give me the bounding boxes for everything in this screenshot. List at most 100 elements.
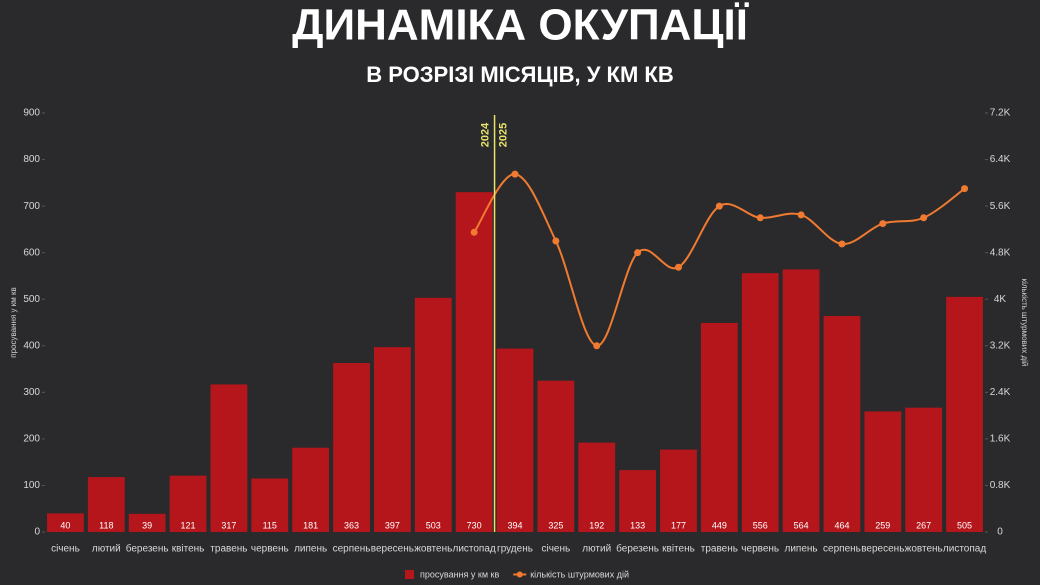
bar	[823, 315, 861, 532]
bar	[169, 475, 207, 532]
data-label: 505	[957, 520, 972, 530]
x-tick-label: жовтень	[414, 544, 452, 555]
x-tick-label: вересень	[371, 544, 414, 555]
line-point	[961, 185, 969, 193]
x-tick-label: березень	[126, 543, 169, 555]
data-label: 325	[548, 520, 563, 530]
data-label: 464	[834, 520, 849, 530]
y-tick-label: 300	[23, 387, 40, 398]
legend-label: кількість штурмових дій	[530, 569, 629, 579]
bar	[47, 513, 84, 532]
bar	[251, 478, 289, 532]
y-tick-label: 800	[23, 154, 40, 165]
x-tick-label: квітень	[172, 544, 205, 555]
y2-tick-label: 4K	[994, 294, 1007, 305]
data-label: 397	[385, 520, 400, 530]
data-label: 40	[60, 520, 70, 530]
legend-swatch	[405, 570, 414, 579]
bar	[374, 347, 411, 532]
data-label: 503	[426, 520, 441, 530]
bar	[660, 449, 697, 532]
data-label: 121	[181, 520, 196, 530]
x-tick-label: серпень	[333, 544, 371, 555]
chart-subtitle: В РОЗРІЗІ МІСЯЦІВ, У КМ КВ	[366, 62, 673, 87]
data-label: 39	[142, 520, 152, 530]
bar	[210, 384, 248, 532]
line	[473, 173, 966, 347]
bar	[87, 477, 125, 532]
data-label: 181	[303, 520, 318, 530]
x-tick-label: жовтень	[905, 544, 943, 555]
data-label: 363	[344, 520, 359, 530]
y2-tick-label: 0	[997, 527, 1003, 538]
y-tick-label: 900	[23, 108, 40, 119]
line-point	[756, 214, 764, 222]
bar	[333, 363, 370, 532]
line-point	[715, 202, 723, 210]
data-label: 564	[794, 520, 809, 530]
x-tick-label: червень	[251, 544, 289, 555]
data-label: 177	[671, 520, 686, 530]
y-tick-label: 0	[34, 527, 40, 538]
data-label: 259	[875, 520, 890, 530]
bar	[578, 442, 616, 532]
y2-tick-label: 3.2K	[990, 340, 1011, 351]
data-label: 133	[630, 520, 645, 530]
bar	[128, 513, 166, 532]
x-tick-label: січень	[51, 544, 80, 555]
bar	[455, 192, 493, 532]
line-point	[879, 220, 887, 228]
data-label: 556	[753, 520, 768, 530]
legend-label: просування у км кв	[420, 569, 499, 579]
year-label: 2025	[497, 123, 509, 147]
data-label: 730	[467, 520, 482, 530]
line-point	[470, 228, 478, 236]
y2-tick-label: 5.6K	[990, 201, 1011, 212]
y-tick-label: 500	[23, 294, 40, 305]
y-tick-label: 600	[23, 247, 40, 258]
y2-tick-label: 2.4K	[990, 387, 1011, 398]
data-label: 118	[99, 520, 113, 530]
bar	[537, 380, 575, 532]
x-tick-label: листопад	[452, 544, 495, 555]
x-tick-label: травень	[701, 544, 738, 555]
line-point	[593, 342, 601, 350]
y-tick-label: 400	[23, 340, 40, 351]
bar	[864, 411, 902, 532]
x-tick-label: липень	[785, 544, 818, 555]
line-point	[634, 249, 642, 257]
x-tick-label: липень	[294, 544, 327, 555]
bar	[496, 348, 534, 532]
line-point	[838, 240, 846, 248]
bar	[292, 447, 330, 532]
x-tick-label: січень	[542, 544, 571, 555]
data-label: 115	[263, 520, 277, 530]
x-tick-label: квітень	[662, 544, 695, 555]
x-tick-label: серпень	[823, 544, 861, 555]
data-label: 394	[507, 520, 522, 530]
y2-tick-label: 7.2K	[990, 108, 1011, 119]
x-tick-label: березень	[616, 543, 659, 555]
data-label: 449	[712, 520, 727, 530]
bar	[905, 407, 943, 532]
x-tick-label: червень	[741, 544, 779, 555]
bar	[741, 273, 779, 532]
data-label: 267	[916, 520, 931, 530]
y2-tick-label: 0.8K	[990, 480, 1011, 491]
y2-axis-title: кількість штурмових дій	[1020, 279, 1029, 367]
y-tick-label: 700	[23, 201, 40, 212]
data-label: 317	[221, 520, 236, 530]
chart-title: ДИНАМІКА ОКУПАЦІЇ	[292, 1, 750, 50]
x-tick-label: вересень	[861, 544, 904, 555]
bar	[700, 322, 738, 532]
line-point	[674, 263, 682, 271]
x-tick-label: листопад	[943, 544, 986, 555]
y-tick-label: 100	[23, 480, 40, 491]
bar	[946, 296, 983, 532]
bar	[619, 470, 656, 532]
bar	[782, 269, 820, 532]
x-tick-label: травень	[210, 544, 247, 555]
x-tick-label: лютий	[92, 544, 121, 555]
bar	[414, 297, 452, 532]
y2-tick-label: 4.8K	[990, 247, 1011, 258]
